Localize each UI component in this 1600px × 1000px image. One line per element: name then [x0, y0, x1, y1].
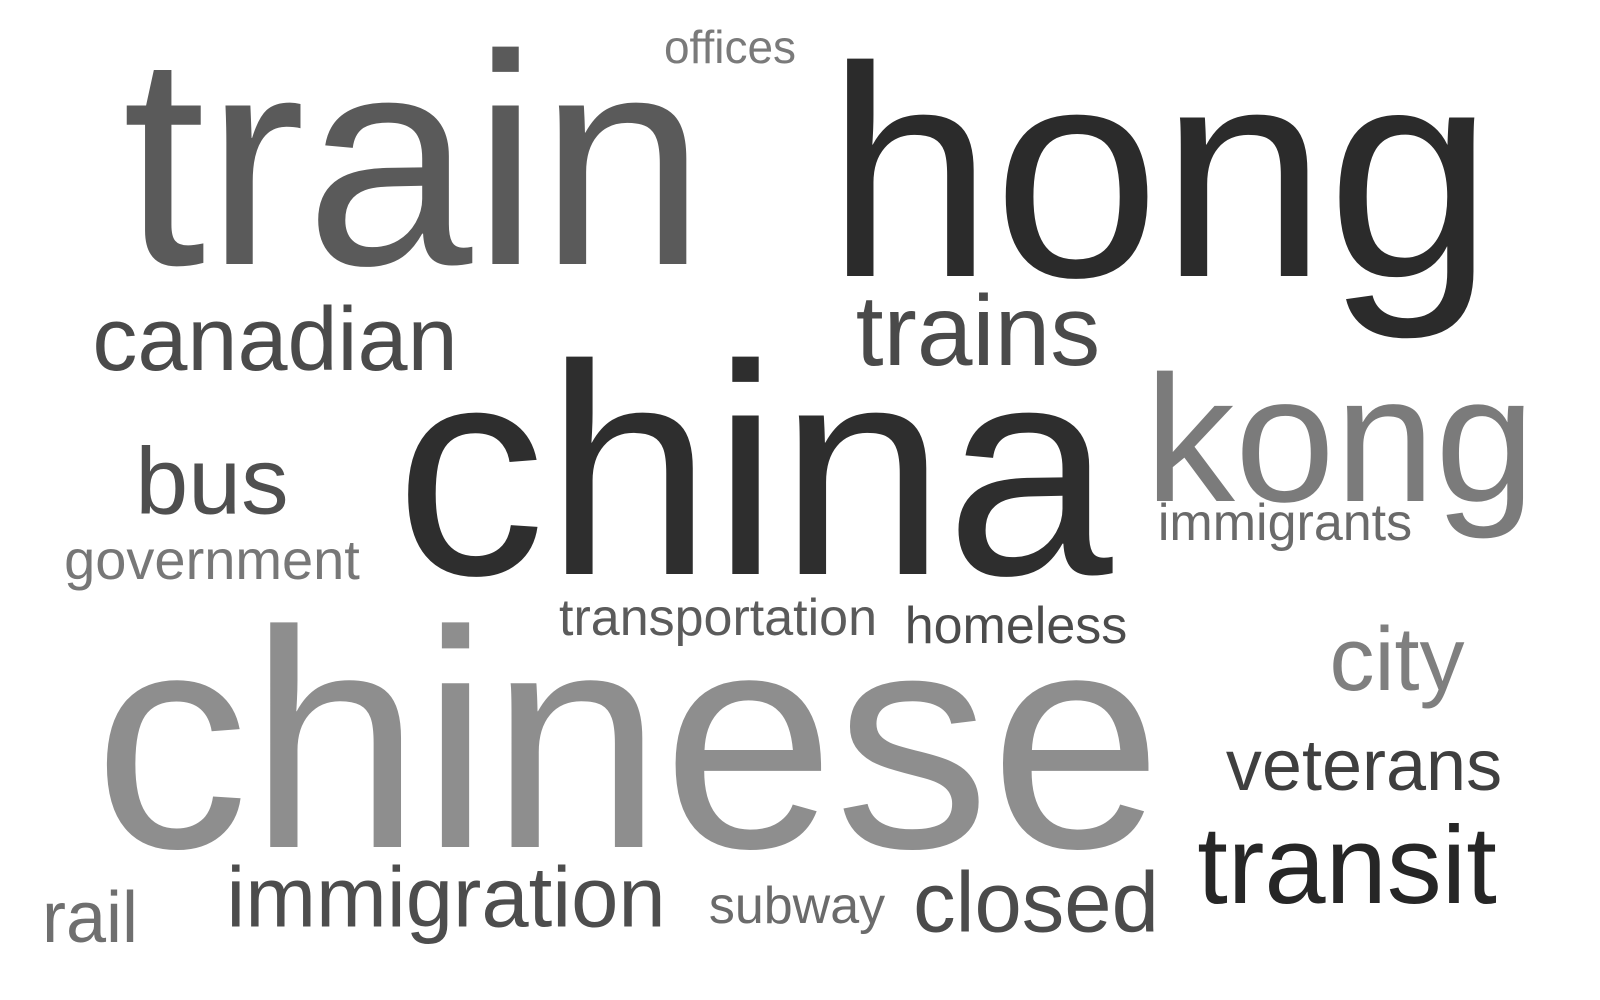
- word-transit: transit: [1197, 804, 1497, 927]
- word-chinese: chinese: [93, 566, 1163, 913]
- word-bus: bus: [135, 428, 289, 535]
- word-canadian: canadian: [92, 290, 458, 390]
- word-hong: hong: [826, 4, 1494, 340]
- word-transportation: transportation: [559, 589, 877, 647]
- word-offices: offices: [663, 21, 797, 73]
- word-immigrants: immigrants: [1157, 494, 1413, 552]
- word-subway: subway: [708, 877, 886, 935]
- word-city: city: [1329, 610, 1465, 710]
- word-trains: trains: [855, 275, 1101, 387]
- word-veterans: veterans: [1225, 726, 1503, 806]
- word-train: train: [122, 0, 706, 328]
- word-homeless: homeless: [904, 597, 1128, 655]
- word-china: china: [395, 302, 1113, 638]
- word-government: government: [64, 528, 360, 591]
- word-closed: closed: [913, 855, 1159, 951]
- word-immigration: immigration: [226, 850, 666, 946]
- word-kong: kong: [1144, 339, 1536, 540]
- word-rail: rail: [41, 878, 139, 958]
